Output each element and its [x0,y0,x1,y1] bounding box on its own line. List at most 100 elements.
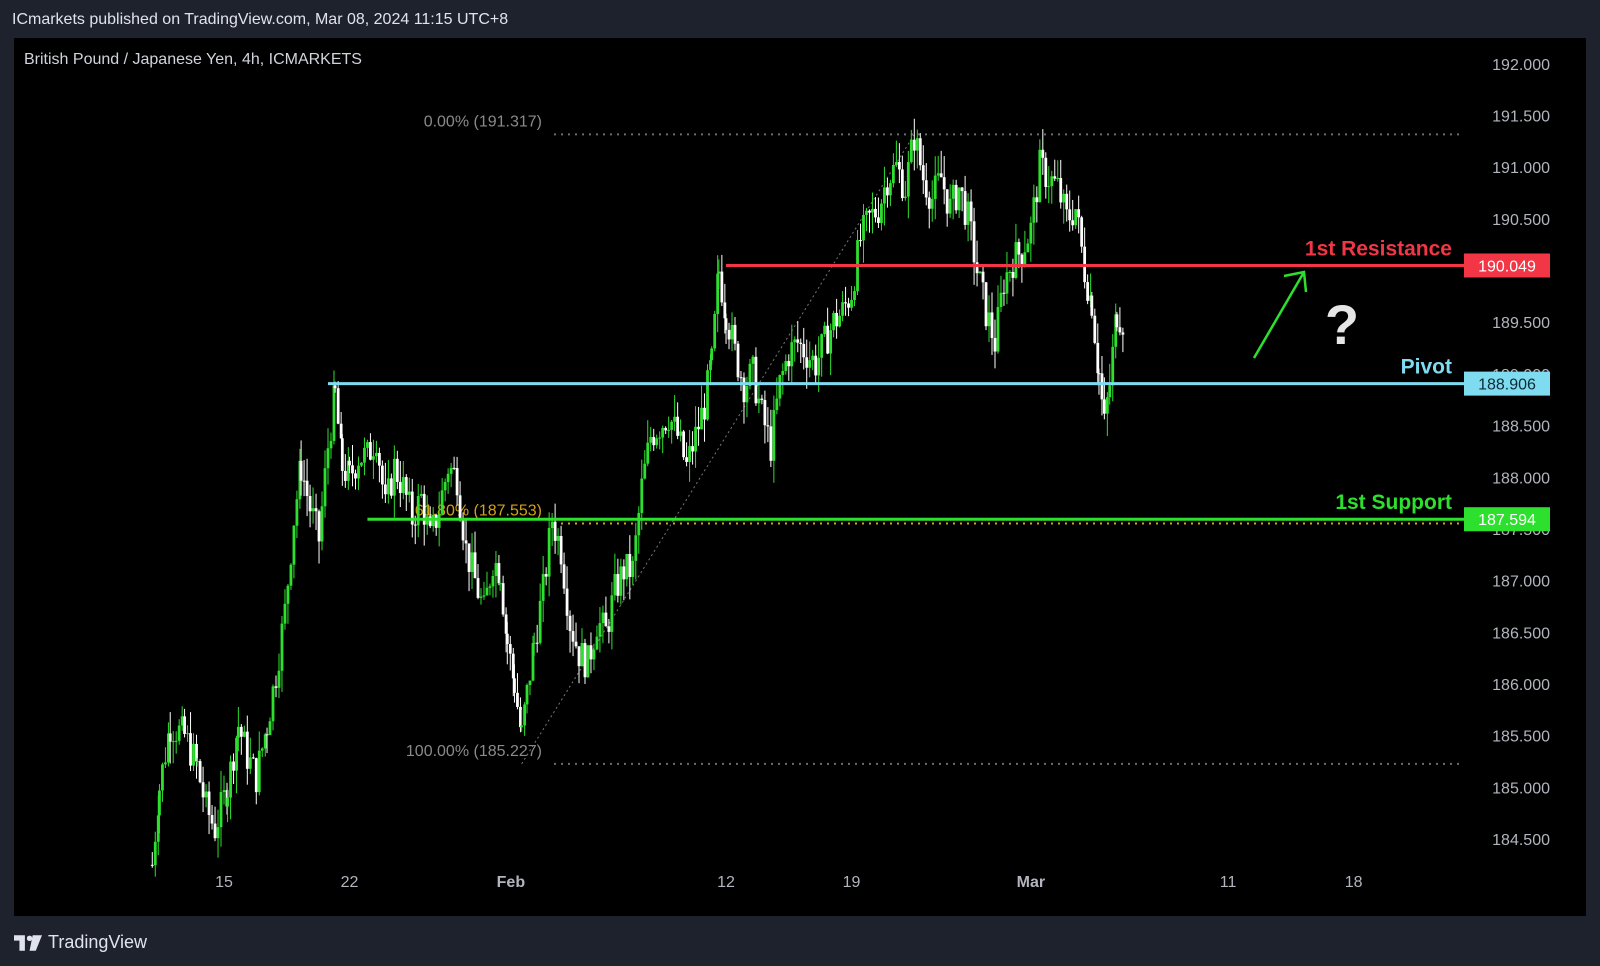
candle-body [505,633,509,645]
candlestick-chart[interactable]: British Pound / Japanese Yen, 4h, ICMARK… [14,38,1586,916]
tradingview-brand-text: TradingView [48,932,148,952]
candle-body [963,191,967,225]
candle-body [835,312,839,327]
candle-body [679,431,683,436]
candle-body [410,491,414,525]
candle-body [158,790,161,816]
candle-body [628,553,632,577]
candle-body [811,355,815,361]
candle-body [634,535,638,561]
candle-body [996,307,1000,352]
candle-body [369,442,372,460]
tradingview-logo[interactable]: TradingView [14,932,147,953]
candle-body [844,302,847,304]
candle-body [446,473,450,483]
chart-title: British Pound / Japanese Yen, 4h, ICMARK… [24,51,362,68]
candle-body [886,187,889,196]
candle-body [868,210,871,213]
fib-level-label: 100.00% (185.227) [406,743,542,760]
candle-body [1035,197,1039,203]
candle-body [853,291,856,301]
candle-body [428,516,432,527]
candle-body [883,187,886,204]
candle-body [1005,272,1009,294]
candle-body [1011,272,1015,278]
candle-body [742,377,746,403]
candle-body [317,511,321,542]
candle-body [343,470,347,481]
candle-body [292,525,296,565]
candle-body [829,330,833,354]
candle-body [452,467,456,469]
candle-body [455,467,459,496]
candle-body [787,361,791,367]
candle-body [921,165,925,181]
support-price-tag [1464,507,1550,532]
candle-body [161,764,164,791]
candle-body [658,437,662,439]
candle-body [939,173,943,178]
candle-body [235,737,238,771]
candle-body [927,197,931,209]
candle-body [523,704,527,726]
candle-body [357,465,360,479]
candle-body [210,815,214,824]
candle-body [363,447,366,463]
candle-body [948,198,952,214]
candle-body [422,493,426,525]
candle-body [559,536,563,565]
candle-body [413,524,417,526]
candle-body [739,377,743,379]
candle-body [464,540,468,544]
y-tick-label: 190.500 [1492,212,1550,229]
candle-body [703,407,706,420]
candle-body [1020,254,1024,265]
candle-body [153,841,157,866]
candle-body [733,324,737,344]
candle-body [351,465,354,474]
candle-body [511,653,515,679]
candle-body [461,519,465,541]
candle-body [713,313,717,349]
candle-body [389,478,393,496]
candle-body [348,460,351,466]
candle-body [748,363,752,386]
candle-body [239,726,243,737]
candle-body [339,423,343,439]
candle-body [826,325,830,354]
candle-body [957,187,961,211]
candle-body [915,138,919,151]
candle-body [763,400,767,426]
candle-body [186,733,189,735]
candle-body [248,757,252,769]
x-tick-label: Mar [1017,874,1045,891]
candle-body [516,692,519,707]
candle-body [434,514,438,528]
candle-body [1074,209,1078,226]
candle-body [257,750,261,793]
candle-body [850,300,853,308]
candle-body [544,574,548,577]
candle-body [219,792,223,828]
candle-body [918,138,922,166]
candle-body [513,678,516,693]
candle-body [295,499,299,526]
candle-body [862,214,865,241]
candle-body [784,361,788,372]
candle-body [488,586,492,588]
candle-body [802,343,806,358]
chart-area[interactable]: British Pound / Japanese Yen, 4h, ICMARK… [14,38,1586,916]
candle-body [491,575,495,587]
candle-body [501,583,505,615]
candle-body [340,438,344,471]
candle-body [1086,282,1090,301]
resistance-price-tag [1464,253,1550,278]
candle-body [1121,332,1125,335]
x-tick-label: 18 [1345,874,1363,891]
candle-body [354,473,357,479]
candle-body [377,452,381,466]
candle-body [1077,209,1081,218]
y-tick-label: 186.000 [1492,677,1550,694]
candle-body [1065,193,1069,210]
candle-body [519,706,522,728]
